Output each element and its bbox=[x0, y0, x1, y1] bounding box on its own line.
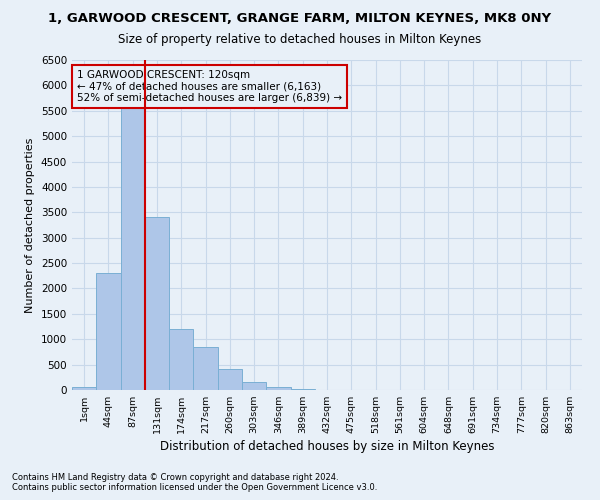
Bar bbox=[242, 382, 266, 390]
Text: 1, GARWOOD CRESCENT, GRANGE FARM, MILTON KEYNES, MK8 0NY: 1, GARWOOD CRESCENT, GRANGE FARM, MILTON… bbox=[49, 12, 551, 26]
Text: Size of property relative to detached houses in Milton Keynes: Size of property relative to detached ho… bbox=[118, 32, 482, 46]
X-axis label: Distribution of detached houses by size in Milton Keynes: Distribution of detached houses by size … bbox=[160, 440, 494, 454]
Bar bbox=[266, 388, 290, 390]
Text: Contains HM Land Registry data © Crown copyright and database right 2024.: Contains HM Land Registry data © Crown c… bbox=[12, 472, 338, 482]
Text: Contains public sector information licensed under the Open Government Licence v3: Contains public sector information licen… bbox=[12, 484, 377, 492]
Bar bbox=[72, 388, 96, 390]
Bar bbox=[145, 218, 169, 390]
Text: 1 GARWOOD CRESCENT: 120sqm
← 47% of detached houses are smaller (6,163)
52% of s: 1 GARWOOD CRESCENT: 120sqm ← 47% of deta… bbox=[77, 70, 342, 103]
Y-axis label: Number of detached properties: Number of detached properties bbox=[25, 138, 35, 312]
Bar bbox=[169, 329, 193, 390]
Bar bbox=[96, 273, 121, 390]
Bar bbox=[121, 80, 145, 390]
Bar bbox=[193, 347, 218, 390]
Bar bbox=[218, 368, 242, 390]
